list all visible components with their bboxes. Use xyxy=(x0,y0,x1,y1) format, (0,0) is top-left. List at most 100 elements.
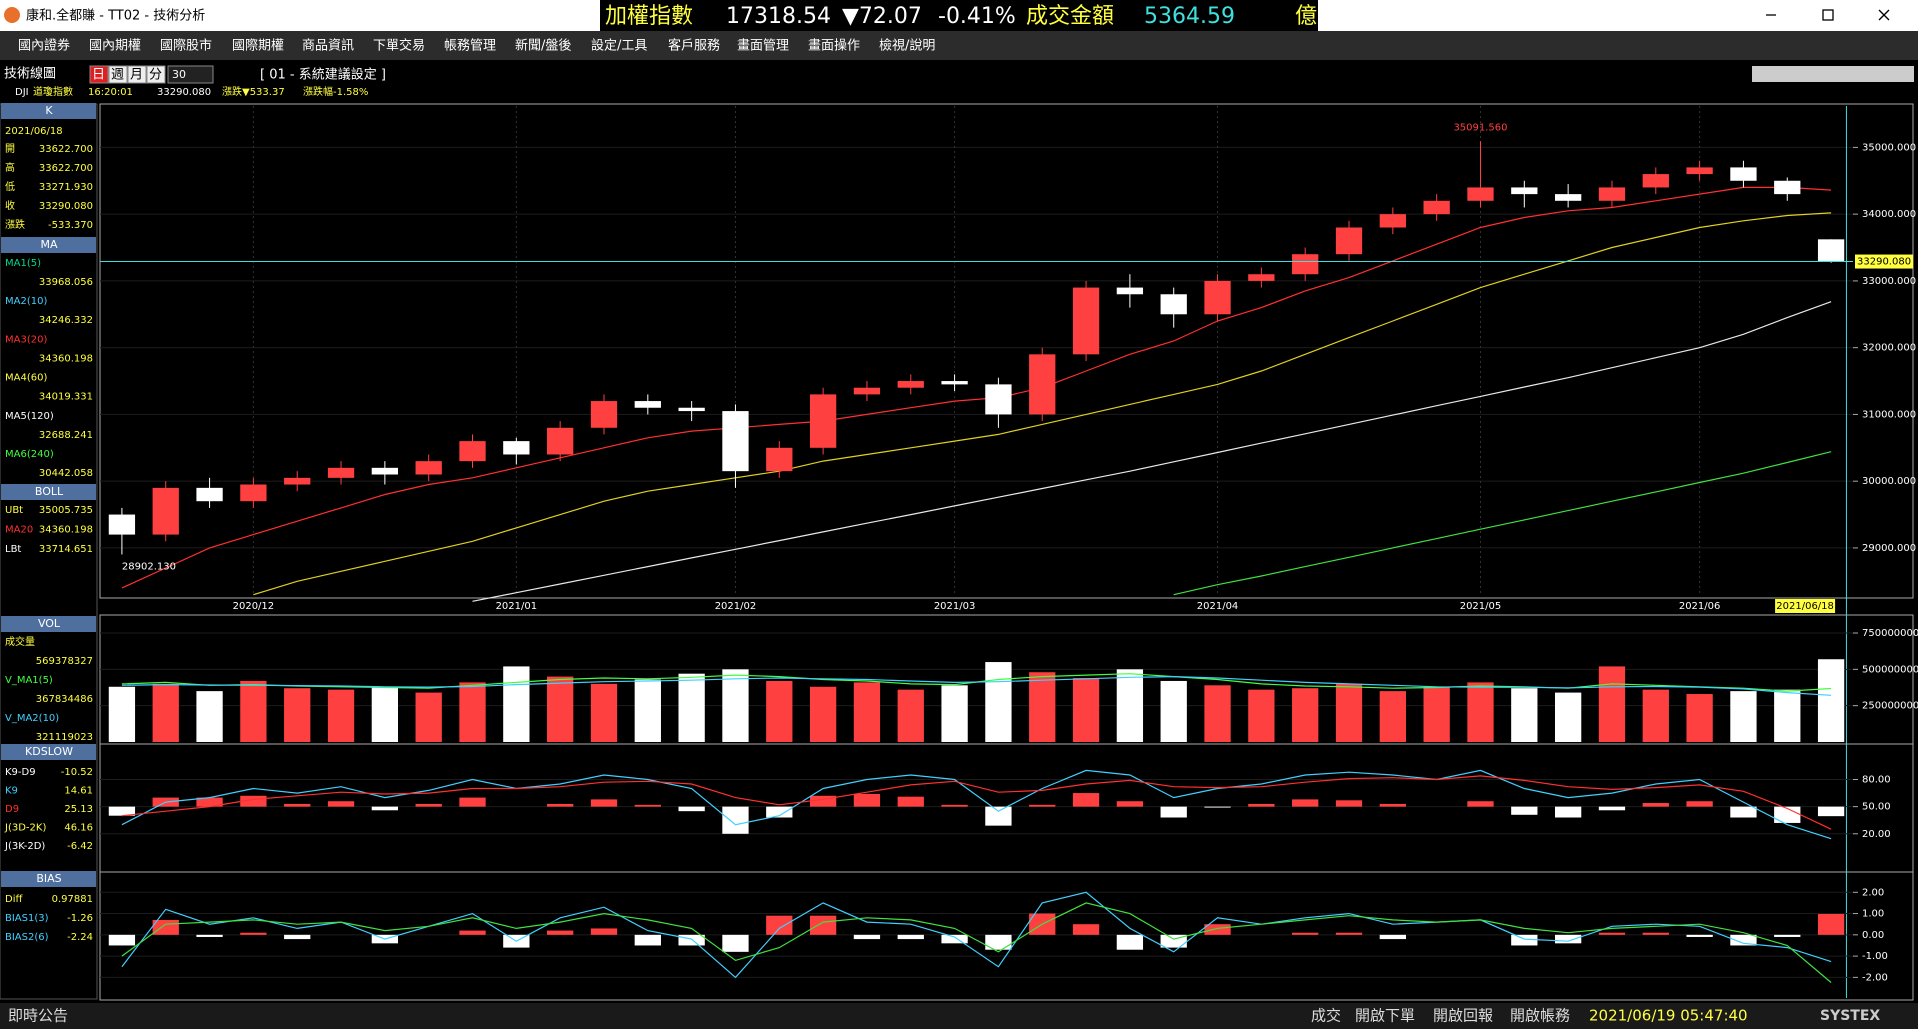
menu-item[interactable]: 國際期權 xyxy=(232,39,284,54)
candle-body xyxy=(371,467,399,475)
info-value: 14.61 xyxy=(64,786,93,797)
panel-header-text: BOLL xyxy=(35,485,64,498)
info-value: 35005.735 xyxy=(39,505,93,516)
period-label[interactable]: 週 xyxy=(111,68,124,83)
y-tick-label: 31000.000 xyxy=(1862,409,1916,420)
bar xyxy=(371,806,399,811)
bar xyxy=(503,666,530,742)
info-label: 收 xyxy=(5,199,15,212)
bar xyxy=(1072,678,1100,742)
window-title: 康和.全都賺 - TT02 - 技術分析 xyxy=(26,8,205,24)
y-tick-label: -1.00 xyxy=(1862,951,1888,962)
menu-item[interactable]: 國際股市 xyxy=(160,38,212,54)
candle-body xyxy=(678,407,705,412)
menu-item[interactable]: 客戶服務 xyxy=(668,38,720,54)
panel-header-text: KDSLOW xyxy=(25,745,73,758)
indicator-line xyxy=(121,902,1832,983)
candle-body xyxy=(853,387,881,395)
bar xyxy=(547,930,574,935)
count-value[interactable]: 30 xyxy=(172,68,186,81)
bar xyxy=(809,795,837,807)
status-button[interactable]: 開啟帳務 xyxy=(1510,1007,1570,1025)
candle-body xyxy=(1554,194,1582,201)
bar xyxy=(1467,682,1494,742)
bar xyxy=(240,680,267,742)
notice[interactable]: 即時公告 xyxy=(8,1007,68,1025)
bar xyxy=(1511,688,1538,742)
info-label: V_MA1(5) xyxy=(5,675,53,686)
bar xyxy=(1379,803,1406,807)
info-date: 2021/06/18 xyxy=(5,126,63,137)
candle-body xyxy=(415,461,442,475)
status-button[interactable]: 開啟下單 xyxy=(1355,1007,1415,1025)
bar xyxy=(897,689,924,742)
bar xyxy=(196,797,223,807)
menu-item[interactable]: 新聞/盤後 xyxy=(515,38,571,54)
y-tick-label: 2.00 xyxy=(1862,887,1884,898)
count-select[interactable] xyxy=(167,65,214,84)
period-button[interactable] xyxy=(108,65,128,84)
menu-item[interactable]: 檢視/說明 xyxy=(879,38,935,54)
bar xyxy=(415,692,442,742)
bar xyxy=(1730,691,1757,742)
bar xyxy=(1817,659,1845,742)
bar xyxy=(108,934,136,946)
info-label: 成交量 xyxy=(5,635,35,648)
bar xyxy=(634,679,661,742)
bar xyxy=(1029,804,1056,807)
bar xyxy=(1730,806,1757,818)
bar xyxy=(240,932,267,935)
period-button[interactable] xyxy=(127,65,147,84)
info-value: -10.52 xyxy=(61,767,93,778)
indicator-line xyxy=(121,775,1832,830)
y-tick-label: 250000000 xyxy=(1862,701,1918,712)
bar xyxy=(459,930,486,935)
info-value: 569378327 xyxy=(36,656,93,667)
bar xyxy=(853,793,881,807)
period-button[interactable] xyxy=(89,65,109,84)
bar xyxy=(196,691,223,742)
candle-body xyxy=(1204,280,1231,315)
status-button[interactable]: 成交 xyxy=(1311,1007,1341,1025)
period-button[interactable] xyxy=(146,65,166,84)
menu-item[interactable]: 國內證券 xyxy=(18,38,70,54)
info-value: 34360.198 xyxy=(39,525,93,536)
bar xyxy=(1116,934,1144,950)
menu-item[interactable]: 帳務管理 xyxy=(444,39,496,54)
info-label: Diff xyxy=(5,894,23,905)
menu-item[interactable]: 畫面管理 xyxy=(737,39,789,54)
window-controls[interactable] xyxy=(1766,9,1890,21)
candle-body xyxy=(1511,187,1538,195)
bar xyxy=(766,680,793,742)
info-label: J(3D-2K) xyxy=(4,823,46,834)
period-label[interactable]: 月 xyxy=(130,68,143,83)
bar xyxy=(1160,806,1187,818)
bar xyxy=(1423,686,1450,742)
period-label[interactable]: 日 xyxy=(92,68,105,83)
candle-body xyxy=(941,381,968,385)
bar xyxy=(1204,806,1231,808)
menu-item[interactable]: 下單交易 xyxy=(373,38,425,54)
bar xyxy=(722,669,749,742)
menu-item[interactable]: 畫面操作 xyxy=(808,38,860,54)
period-label[interactable]: 分 xyxy=(149,68,162,83)
candle-body xyxy=(1642,174,1669,188)
tool-icons[interactable] xyxy=(1752,66,1914,82)
y-tick-label: 1.00 xyxy=(1862,909,1884,920)
quote-name: 道瓊指數 xyxy=(33,85,73,98)
bar xyxy=(152,683,179,742)
y-tick-label: 33000.000 xyxy=(1862,276,1916,287)
menu-item[interactable]: 商品資訊 xyxy=(302,39,354,54)
bar xyxy=(722,934,749,952)
menu-item[interactable]: 設定/工具 xyxy=(591,38,647,54)
info-label: K9 xyxy=(5,786,18,797)
setting[interactable]: [ 01 - 系統建議設定 ] xyxy=(260,67,386,83)
menu-item[interactable]: 國內期權 xyxy=(89,39,141,54)
status-button[interactable]: 開啟回報 xyxy=(1433,1007,1493,1025)
bar xyxy=(678,934,705,946)
info-value: 25.13 xyxy=(64,804,93,815)
info-label: 開 xyxy=(5,143,15,155)
indicator-line xyxy=(121,675,1832,696)
indicator-line xyxy=(121,769,1832,840)
